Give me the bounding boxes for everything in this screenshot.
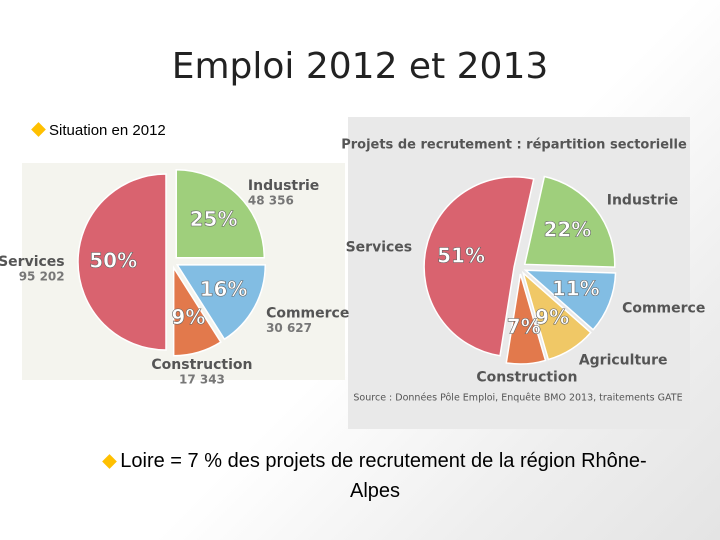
pie-slice: [175, 169, 265, 259]
pie-slice: [521, 270, 592, 361]
count-label: 95 202: [19, 270, 65, 284]
pie-slice: [523, 269, 617, 331]
slide-title: Emploi 2012 et 2013: [172, 46, 549, 87]
count-label: 17 343: [179, 373, 225, 387]
data-label: 51%: [437, 243, 485, 267]
bullet: Situation en 2012: [31, 122, 166, 139]
data-label: 9%: [171, 305, 205, 329]
pie-slice: [172, 265, 222, 357]
data-label: 16%: [200, 277, 248, 301]
category-label: Services: [0, 254, 65, 270]
source-note: Source : Données Pôle Emploi, Enquête BM…: [353, 393, 682, 404]
category-label: Commerce: [622, 300, 705, 316]
category-label: Services: [346, 239, 413, 255]
pie-slice: [175, 264, 267, 341]
bullet: Loire = 7 % des projets de recrutement d…: [95, 446, 655, 506]
category-label: Agriculture: [579, 353, 668, 369]
data-label: 25%: [190, 207, 238, 231]
data-label: 22%: [543, 218, 591, 242]
chart-panel: [348, 117, 690, 429]
pie-slice: [505, 273, 547, 365]
count-label: 30 627: [266, 321, 312, 335]
data-label: 7%: [507, 314, 541, 338]
count-label: 48 356: [248, 194, 294, 208]
pie-slice: [523, 175, 616, 268]
chart-title: Projets de recrutement : répartition sec…: [341, 138, 687, 153]
pie-slice: [423, 176, 535, 357]
data-label: 9%: [535, 305, 569, 329]
category-label: Commerce: [266, 306, 349, 322]
category-label: Industrie: [607, 193, 678, 209]
pie-slice: [77, 173, 167, 351]
category-label: Construction: [476, 370, 577, 386]
category-label: Construction: [151, 357, 252, 373]
category-label: Industrie: [248, 178, 319, 194]
bullet-text: Situation en 2012: [49, 122, 166, 139]
data-label: 50%: [89, 249, 137, 273]
data-label: 11%: [552, 277, 600, 301]
bullet-text: Loire = 7 % des projets de recrutement d…: [120, 450, 647, 502]
